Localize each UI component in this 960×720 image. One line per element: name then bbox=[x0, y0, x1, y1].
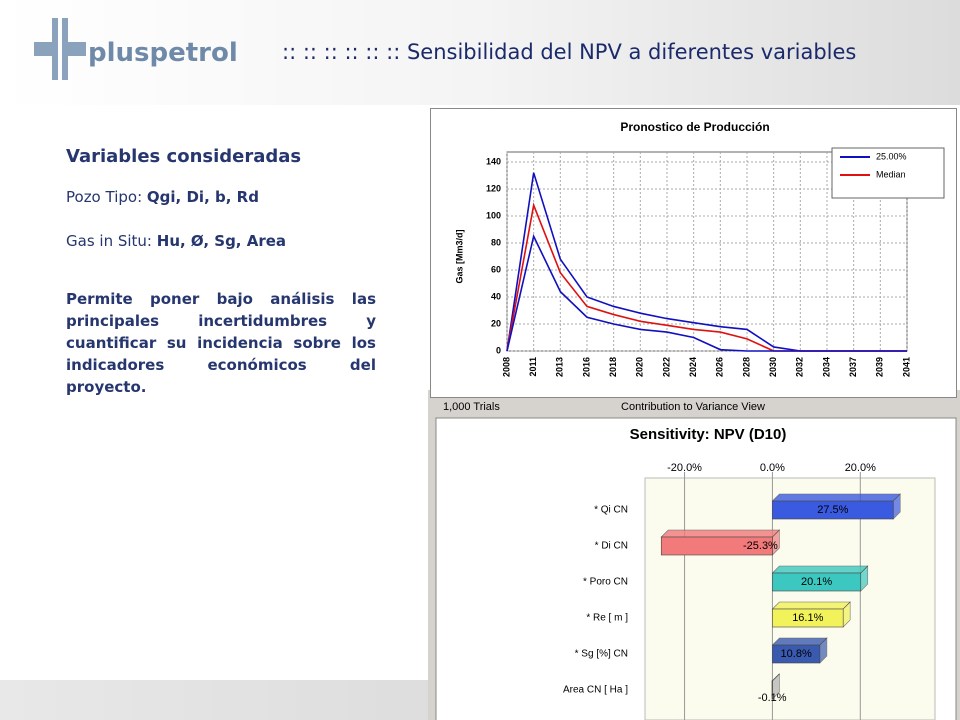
y-tick-label: 120 bbox=[486, 183, 501, 193]
bar-top bbox=[771, 493, 901, 502]
x-tick-label: 2030 bbox=[768, 357, 778, 377]
x-tick-label: 2016 bbox=[581, 357, 591, 377]
legend-label: Median bbox=[876, 169, 906, 179]
value-label: 10.8% bbox=[781, 648, 812, 660]
bar bbox=[660, 536, 773, 556]
value: Qgi, Di, b, Rd bbox=[146, 188, 259, 206]
y-tick-label: 40 bbox=[491, 291, 501, 301]
x-tick-label: 2011 bbox=[528, 357, 538, 377]
x-tick-label: 2008 bbox=[501, 357, 511, 377]
x-tick-label: 2020 bbox=[635, 357, 645, 377]
value-label: 16.1% bbox=[792, 612, 823, 624]
x-tick-label: 2028 bbox=[741, 357, 751, 377]
x-tick-label: 2026 bbox=[715, 357, 725, 377]
slide-title: :: :: :: :: :: :: Sensibilidad del NPV a… bbox=[282, 40, 857, 64]
bar-top bbox=[771, 565, 869, 574]
series-line bbox=[506, 233, 907, 352]
production-chart: Pronostico de Producción 0 20 40 60 80 100 120 1… bbox=[430, 108, 957, 398]
y-tick-label: 140 bbox=[486, 156, 501, 166]
bar-top bbox=[660, 529, 781, 538]
chart-title: Pronostico de Producción bbox=[620, 120, 769, 134]
bar bbox=[772, 644, 821, 664]
view-label: Contribution to Variance View bbox=[621, 401, 765, 413]
header-band bbox=[0, 0, 960, 105]
value-label: -25.3% bbox=[743, 540, 778, 552]
variable-line: Gas in Situ: Hu, Ø, Sg, Area bbox=[66, 232, 286, 250]
bar bbox=[772, 608, 844, 628]
y-axis-label: Gas [Mm3/d] bbox=[454, 229, 464, 283]
x-tick-label: 2041 bbox=[901, 357, 911, 377]
x-tick-label: 20.0% bbox=[845, 462, 876, 474]
x-tick-label: 2018 bbox=[608, 357, 618, 377]
paragraph: Permite poner bajo análisis las principa… bbox=[66, 290, 376, 396]
value: Hu, Ø, Sg, Area bbox=[156, 232, 287, 250]
legend-label: 25.00% bbox=[876, 151, 907, 161]
x-tick-label: 2037 bbox=[848, 357, 858, 377]
chart-title: Sensitivity: NPV (D10) bbox=[630, 426, 787, 443]
bar-top bbox=[771, 601, 851, 610]
x-tick-label: 2034 bbox=[821, 357, 831, 377]
label: Pozo Tipo: bbox=[66, 188, 143, 206]
x-tick-label: 2022 bbox=[661, 357, 671, 377]
category-label: * Qi CN bbox=[594, 505, 628, 516]
value-label: -0.1% bbox=[758, 692, 787, 704]
category-label: * Poro CN bbox=[583, 577, 628, 588]
bar bbox=[772, 572, 862, 592]
y-tick-label: 80 bbox=[491, 237, 501, 247]
sensitivity-chart: 1,000 Trials Contribution to Variance Vie… bbox=[428, 390, 960, 720]
category-label: * Di CN bbox=[595, 541, 628, 552]
category-label: * Sg [%] CN bbox=[575, 649, 628, 660]
y-tick-label: 60 bbox=[491, 264, 501, 274]
bar-top bbox=[771, 637, 828, 646]
variable-line: Pozo Tipo: Qgi, Di, b, Rd bbox=[66, 188, 259, 206]
y-tick-label: 100 bbox=[486, 210, 501, 220]
logo: pluspetrol bbox=[88, 38, 238, 68]
value-label: 20.1% bbox=[801, 576, 832, 588]
x-tick-label: 2032 bbox=[795, 357, 805, 377]
x-tick-label: -20.0% bbox=[667, 462, 702, 474]
y-tick-label: 0 bbox=[496, 345, 501, 355]
y-tick-label: 20 bbox=[491, 318, 501, 328]
trials-label: 1,000 Trials bbox=[443, 401, 500, 413]
category-label: Area CN [ Ha ] bbox=[563, 685, 628, 696]
bar bbox=[772, 500, 894, 520]
category-label: * Re [ m ] bbox=[586, 613, 628, 624]
x-tick-label: 0.0% bbox=[760, 462, 785, 474]
logo-icon bbox=[34, 18, 86, 80]
value-label: 27.5% bbox=[817, 504, 848, 516]
label: Gas in Situ: bbox=[66, 232, 152, 250]
x-tick-label: 2024 bbox=[688, 357, 698, 377]
x-tick-label: 2013 bbox=[555, 357, 565, 377]
x-tick-label: 2039 bbox=[875, 357, 885, 377]
heading: Variables consideradas bbox=[66, 146, 302, 167]
